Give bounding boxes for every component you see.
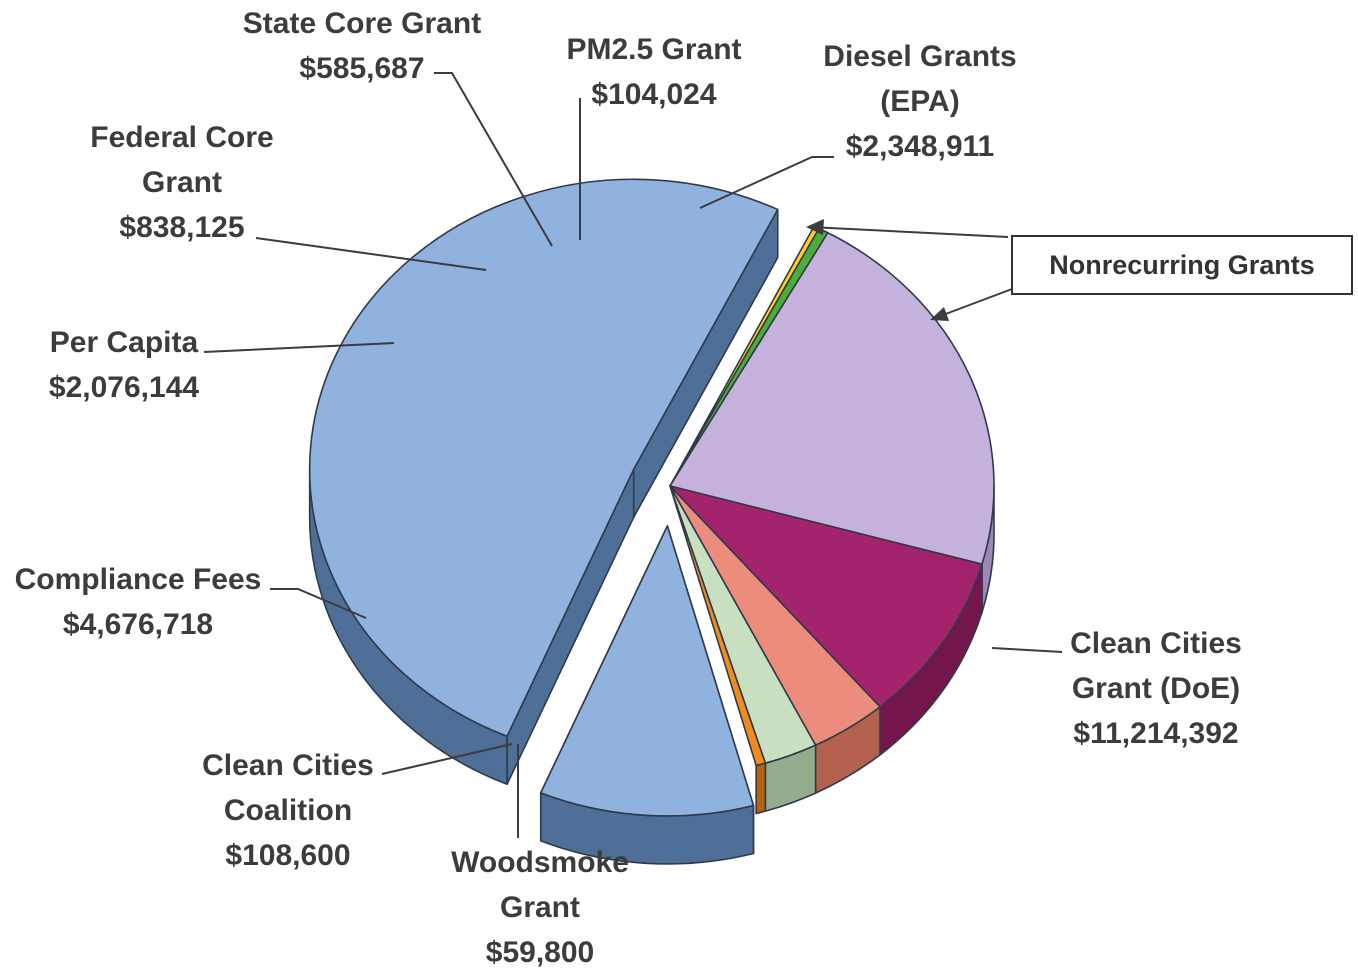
name-label-clean-cities-coalition-1: Coalition bbox=[224, 794, 352, 827]
leader-per-capita bbox=[203, 342, 395, 353]
name-label-clean-cities-grant-doe-1: Grant (DoE) bbox=[1072, 672, 1240, 705]
name-label-federal-core-grant-0: Federal Core bbox=[90, 121, 273, 154]
label-diesel-grants-epa: Diesel Grants (EPA) $2,348,911 bbox=[823, 40, 1016, 163]
name-label-compliance-fees-0: Compliance Fees bbox=[15, 563, 262, 596]
name-label-per-capita-0: Per Capita bbox=[50, 326, 199, 359]
value-label-federal-core-grant: $838,125 bbox=[119, 211, 244, 244]
pie-tops bbox=[308, 178, 995, 817]
name-label-woodsmoke-grant-0: Woodsmoke bbox=[451, 846, 629, 879]
label-compliance-fees: Compliance Fees $4,676,718 bbox=[15, 563, 262, 641]
value-label-diesel-grants-epa: $2,348,911 bbox=[846, 130, 995, 163]
label-clean-cities-coalition: Clean Cities Coalition $108,600 bbox=[202, 749, 374, 872]
leader-federal-core-grant bbox=[255, 237, 487, 271]
label-federal-core-grant: Federal Core Grant $838,125 bbox=[90, 121, 273, 244]
pie-slice-clean-cities-grant-doe bbox=[308, 178, 779, 738]
value-label-clean-cities-coalition: $108,600 bbox=[225, 839, 350, 872]
name-label-woodsmoke-grant-1: Grant bbox=[500, 891, 580, 924]
name-label-clean-cities-grant-doe-0: Clean Cities bbox=[1070, 627, 1242, 660]
slice-labels: Clean Cities Grant (DoE) $11,214,392 Woodsm… bbox=[15, 7, 1242, 969]
label-woodsmoke-grant: Woodsmoke Grant $59,800 bbox=[451, 846, 629, 969]
name-label-state-core-grant-0: State Core Grant bbox=[243, 7, 481, 40]
callout-text: Nonrecurring Grants bbox=[1049, 250, 1315, 280]
label-pm2-5-grant: PM2.5 Grant $104,024 bbox=[566, 33, 741, 111]
label-clean-cities-grant-doe: Clean Cities Grant (DoE) $11,214,392 bbox=[1070, 627, 1242, 750]
leader-clean-cities-grant-doe bbox=[991, 647, 1063, 653]
callout-arrowhead-clean-cities bbox=[930, 307, 949, 321]
callout-arrow-diesel bbox=[809, 226, 1009, 238]
leader-lines bbox=[203, 72, 1063, 838]
pie-slice-per-capita bbox=[669, 485, 983, 708]
pie-slice-compliance-fees bbox=[669, 231, 995, 566]
name-label-diesel-grants-epa-1: (EPA) bbox=[880, 85, 959, 118]
callout-arrowhead-diesel bbox=[806, 219, 824, 235]
label-per-capita: Per Capita $2,076,144 bbox=[49, 326, 199, 404]
value-label-per-capita: $2,076,144 bbox=[49, 371, 199, 404]
callout-box bbox=[1011, 235, 1353, 295]
leader-state-core-grant bbox=[434, 72, 553, 247]
pie-slice-diesel-grants-epa bbox=[539, 525, 755, 817]
value-label-woodsmoke-grant: $59,800 bbox=[486, 936, 594, 969]
leader-compliance-fees bbox=[270, 588, 367, 619]
leader-clean-cities-coalition bbox=[381, 743, 513, 775]
name-label-clean-cities-coalition-0: Clean Cities bbox=[202, 749, 374, 782]
nonrecurring-callout: Nonrecurring Grants bbox=[806, 219, 1353, 321]
label-state-core-grant: State Core Grant $585,687 bbox=[243, 7, 481, 85]
callout-arrow-clean-cities bbox=[934, 288, 1013, 319]
value-label-clean-cities-grant-doe: $11,214,392 bbox=[1073, 717, 1238, 750]
leader-diesel-grants-epa bbox=[699, 156, 834, 209]
pie-side-pm2-5-grant bbox=[755, 762, 767, 815]
pie-slice-pm2-5-grant bbox=[669, 485, 767, 767]
value-label-compliance-fees: $4,676,718 bbox=[63, 608, 213, 641]
name-label-pm2-5-grant-0: PM2.5 Grant bbox=[566, 33, 741, 66]
name-label-federal-core-grant-1: Grant bbox=[142, 166, 222, 199]
name-label-diesel-grants-epa-0: Diesel Grants bbox=[823, 40, 1016, 73]
value-label-pm2-5-grant: $104,024 bbox=[591, 78, 716, 111]
value-label-state-core-grant: $585,687 bbox=[299, 52, 424, 85]
